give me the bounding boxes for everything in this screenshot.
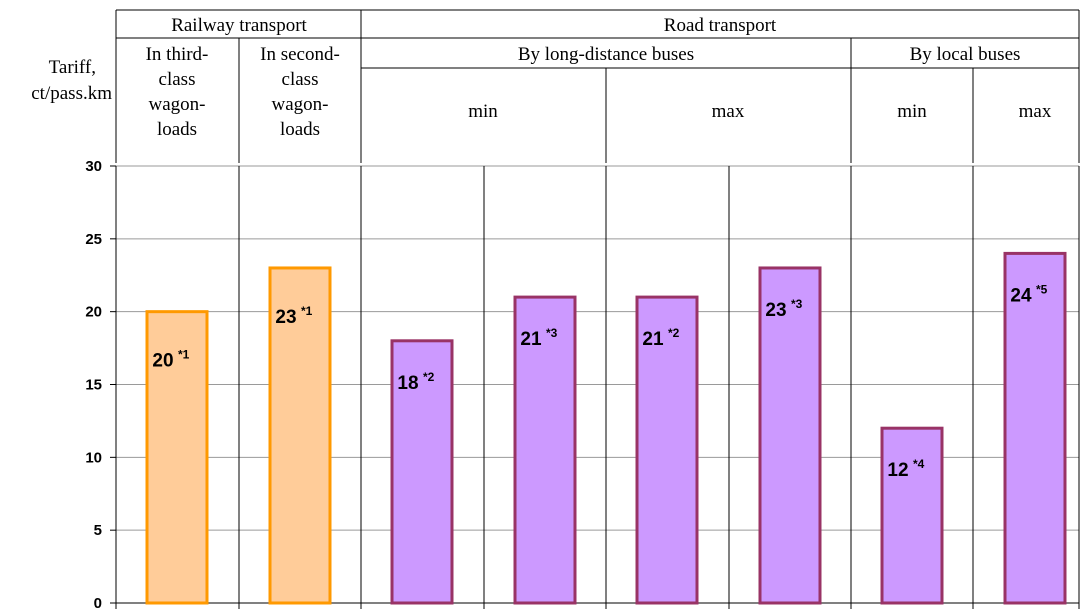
bar	[268, 266, 332, 605]
bar-value-label: 23	[765, 300, 786, 321]
bar	[1003, 251, 1067, 605]
bar-value-label: 21	[642, 329, 664, 350]
bar-footnote-mark: *4	[913, 457, 925, 471]
bar-value-label: 18	[397, 373, 418, 394]
bar	[635, 295, 699, 605]
bar-footnote-mark: *2	[668, 326, 680, 340]
bar-footnote-mark: *3	[546, 326, 558, 340]
y-axis-label-line2: ct/pass.km	[31, 83, 112, 104]
bar-value-label: 12	[887, 460, 908, 481]
y-tick-label: 20	[85, 304, 102, 321]
bar	[145, 310, 209, 605]
bar-footnote-mark: *1	[178, 348, 190, 362]
subheader-third-class-l3: wagon-	[149, 94, 206, 115]
leaf-local-max: max	[1019, 101, 1052, 122]
y-axis-label-line1: Tariff,	[49, 57, 96, 78]
bar-value-label: 21	[520, 329, 542, 350]
header-table	[115, 9, 1080, 163]
y-tick-label: 15	[85, 377, 102, 394]
subheader-third-class-l1: In third-	[146, 44, 209, 65]
subheader-second-class-l2: class	[282, 69, 319, 90]
subheader-third-class-l4: loads	[157, 119, 197, 140]
bar	[390, 339, 454, 605]
subheader-third-class-l2: class	[159, 69, 196, 90]
bar-footnote-mark: *2	[423, 370, 435, 384]
subheader-local-buses: By local buses	[910, 44, 1021, 65]
y-tick-label: 0	[94, 595, 102, 610]
bar-value-label: 23	[275, 307, 296, 328]
y-tick-label: 30	[85, 158, 102, 175]
y-tick-label: 10	[85, 449, 102, 466]
y-tick-label: 25	[85, 231, 102, 248]
bar-footnote-mark: *1	[301, 304, 313, 318]
bar	[880, 426, 944, 605]
subheader-second-class-l1: In second-	[260, 44, 340, 65]
leaf-local-min: min	[897, 101, 927, 122]
subheader-second-class-l4: loads	[280, 119, 320, 140]
leaf-long-min: min	[468, 101, 498, 122]
group-header-railway: Railway transport	[171, 15, 307, 36]
y-tick-label: 5	[94, 522, 102, 539]
subheader-second-class-l3: wagon-	[272, 94, 329, 115]
bar	[758, 266, 822, 605]
group-header-road: Road transport	[664, 15, 777, 36]
leaf-long-max: max	[712, 101, 745, 122]
plot-area: 0 5 10 15 20 25 30 20 *1 23 *1 18 *2 21 *3 21 *2 23 *3 12 *4…	[85, 158, 1080, 610]
bar-footnote-mark: *3	[791, 297, 803, 311]
subheader-long-distance: By long-distance buses	[518, 44, 694, 65]
bar-value-label: 24	[1010, 285, 1032, 306]
bar	[513, 295, 577, 605]
bar-footnote-mark: *5	[1036, 282, 1048, 296]
bar-value-label: 20	[152, 351, 173, 372]
